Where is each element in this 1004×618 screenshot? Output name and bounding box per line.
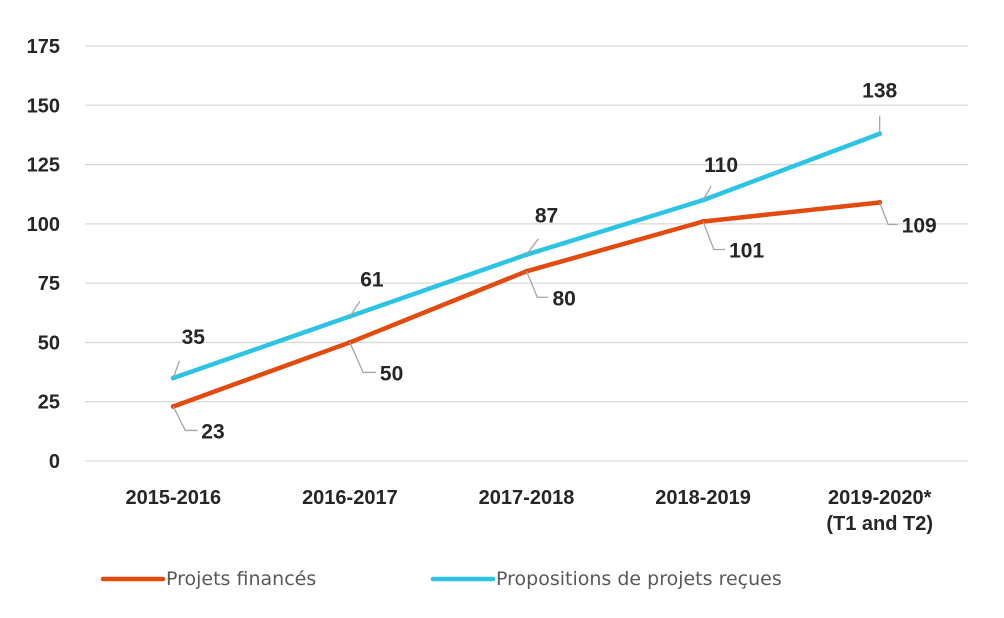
data-label: 138 <box>862 80 897 103</box>
legend-label: Projets financés <box>166 568 316 590</box>
y-tick-label: 175 <box>27 36 60 58</box>
x-tick-label: 2018-2019 <box>655 487 751 509</box>
y-tick-label: 125 <box>27 155 60 177</box>
x-tick-label: 2016-2017 <box>302 487 398 509</box>
data-label: 23 <box>201 420 224 443</box>
leader-line <box>349 300 361 317</box>
data-label: 110 <box>704 154 738 177</box>
x-tick-label: 2015-2016 <box>125 487 221 509</box>
y-tick-label: 150 <box>27 95 60 117</box>
leader-line <box>172 406 198 432</box>
y-tick-label: 0 <box>49 451 60 473</box>
data-label: 101 <box>729 239 764 262</box>
y-tick-label: 100 <box>27 214 60 236</box>
data-label: 80 <box>553 287 576 310</box>
y-tick-label: 75 <box>38 273 60 295</box>
leader-line <box>349 342 376 374</box>
data-label: 87 <box>535 205 558 228</box>
leader-line <box>525 238 540 256</box>
leader-line <box>702 221 726 251</box>
data-label: 35 <box>182 326 206 349</box>
legend-label: Propositions de projets reçues <box>496 568 782 590</box>
leader-line <box>879 202 898 226</box>
data-label: 109 <box>902 215 937 238</box>
y-tick-label: 50 <box>38 332 60 354</box>
series-line-0 <box>171 200 882 409</box>
y-tick-label: 25 <box>38 392 60 414</box>
leader-line <box>172 360 180 379</box>
leader-line <box>702 185 712 201</box>
data-label: 50 <box>380 362 403 385</box>
data-label: 61 <box>360 268 384 291</box>
x-tick-label: 2017-2018 <box>479 487 575 509</box>
leader-line <box>525 271 549 298</box>
x-tick-label: 2019-2020* (T1 and T2) <box>826 487 933 535</box>
